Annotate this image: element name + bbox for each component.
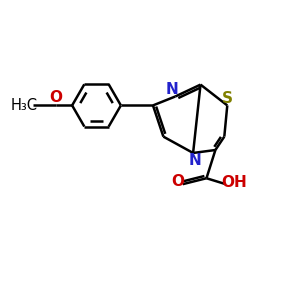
Text: OH: OH [221, 175, 247, 190]
Text: S: S [222, 92, 233, 106]
Text: N: N [188, 153, 201, 168]
Text: O: O [49, 91, 62, 106]
Text: O: O [171, 174, 184, 189]
Text: N: N [166, 82, 179, 98]
Text: H₃C: H₃C [11, 98, 38, 113]
